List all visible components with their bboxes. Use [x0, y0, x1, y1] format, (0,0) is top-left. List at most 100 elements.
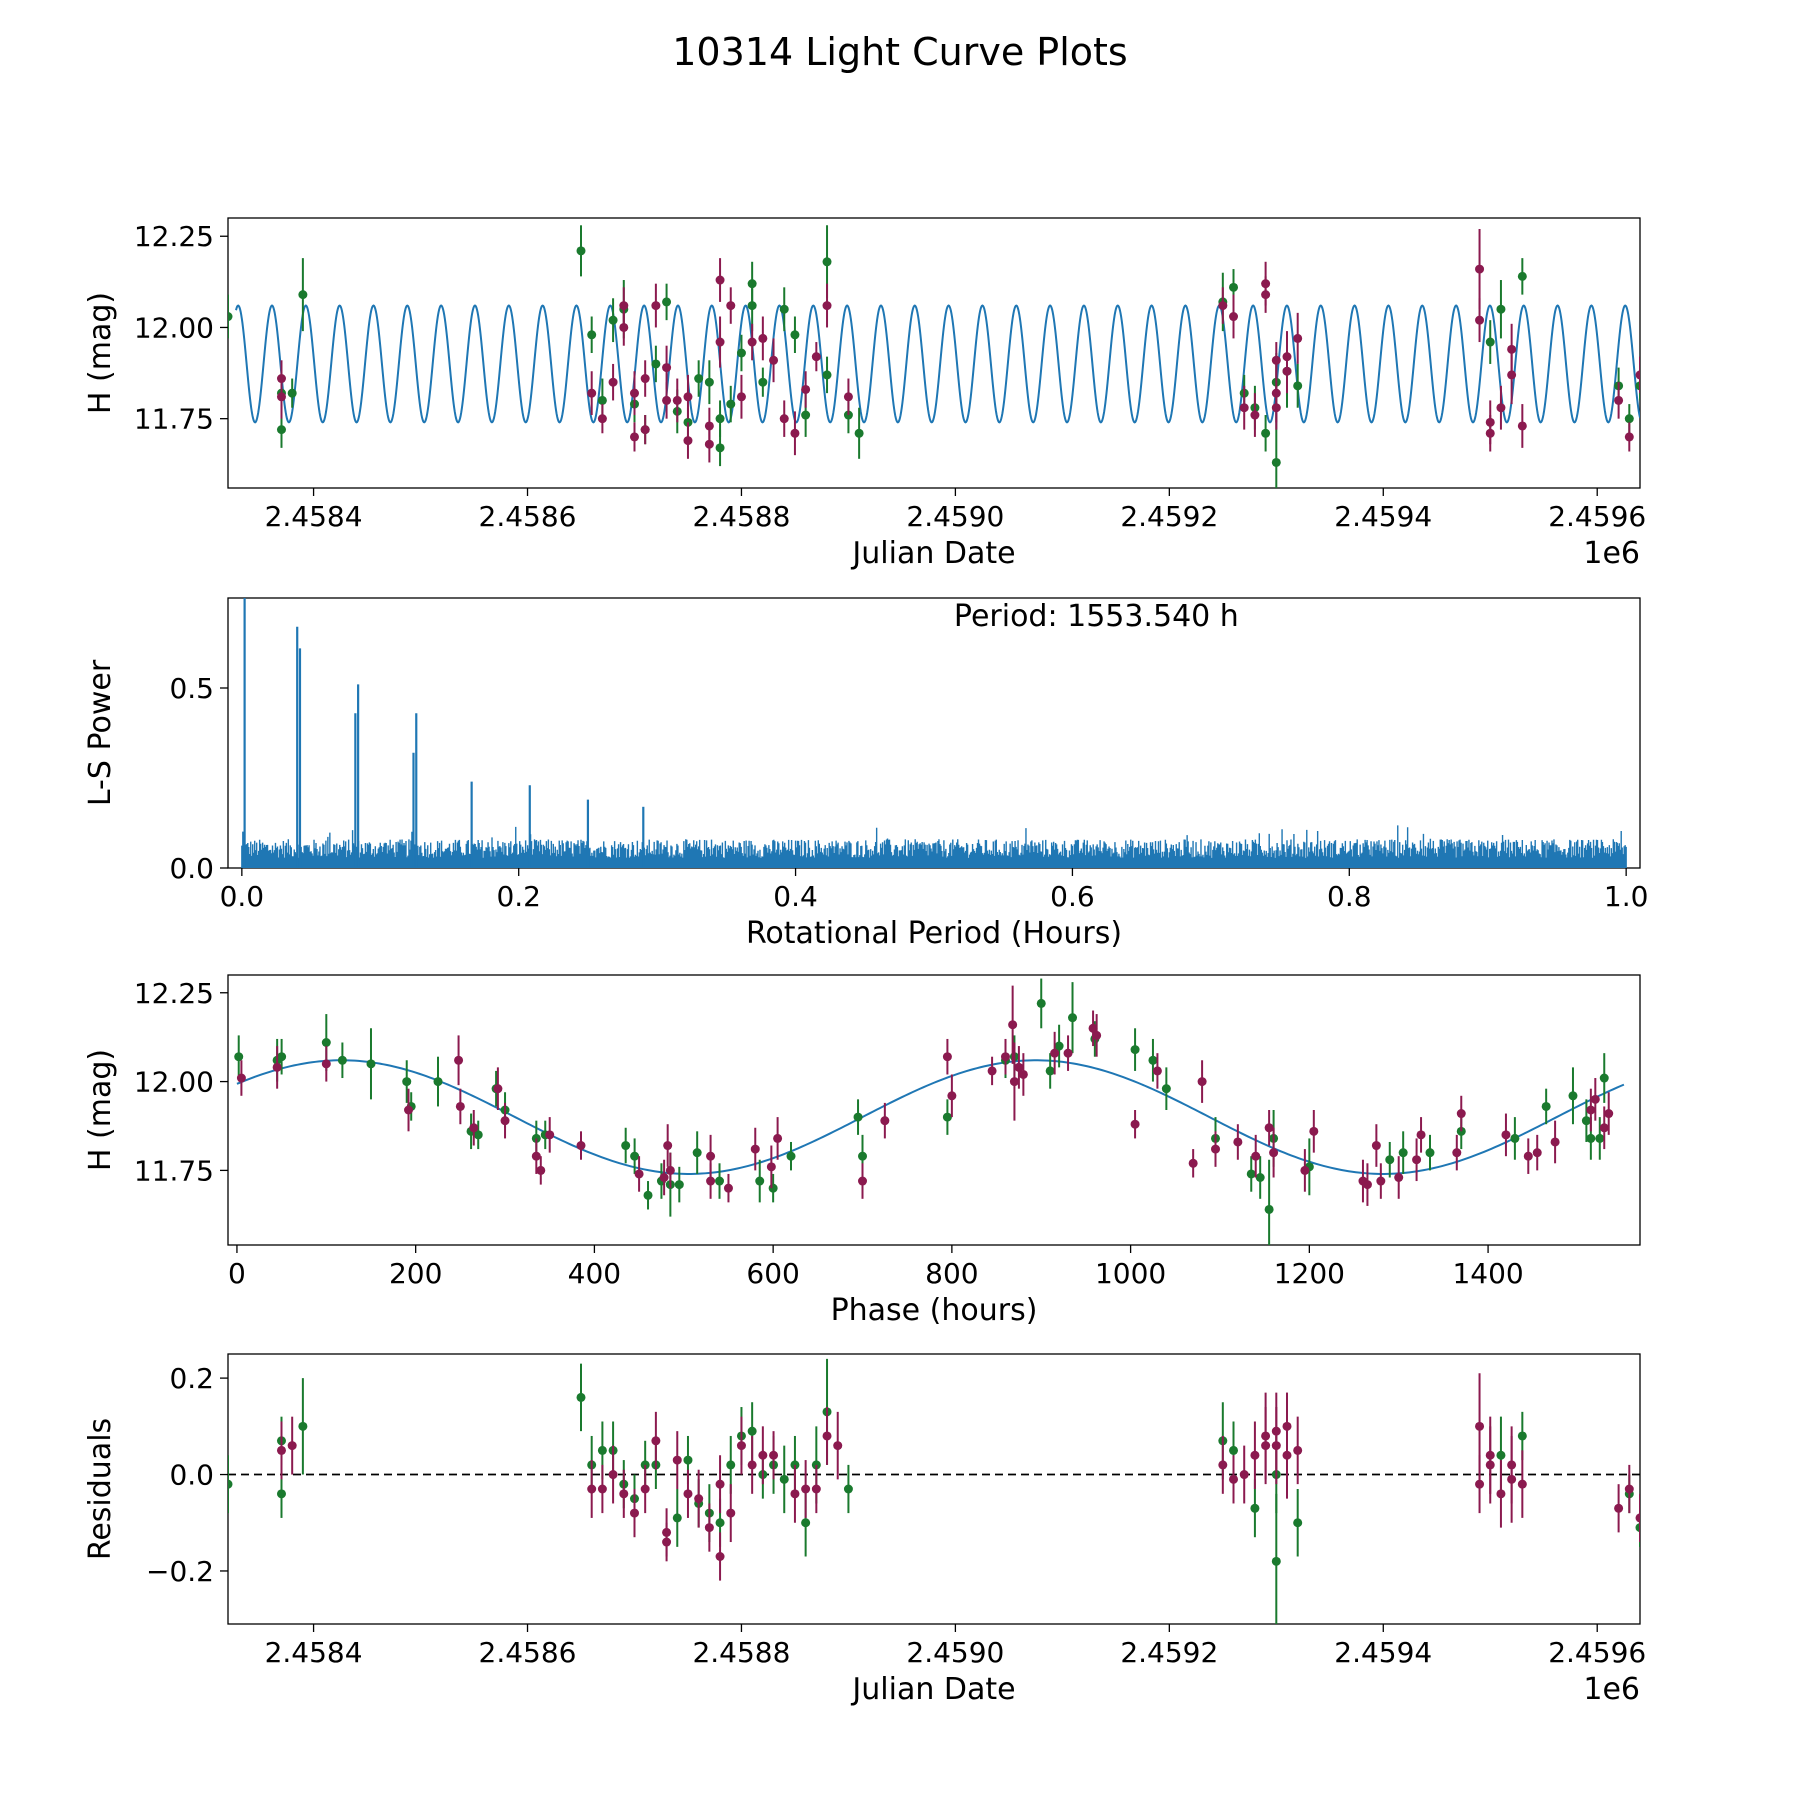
data-point-green — [1586, 1133, 1596, 1143]
data-point-purple — [758, 1450, 768, 1460]
x-offset-label: 1e6 — [1583, 536, 1640, 571]
y-tick-label: 12.00 — [134, 1066, 214, 1099]
data-point-green — [779, 1474, 789, 1484]
data-point-purple — [1271, 388, 1281, 398]
x-tick-label: 0.2 — [496, 880, 541, 913]
data-point-purple — [1604, 1109, 1614, 1119]
y-tick-label: 11.75 — [134, 1154, 214, 1187]
data-point-purple — [651, 301, 661, 311]
data-point-green — [1541, 1101, 1551, 1111]
data-point-green — [277, 1052, 287, 1062]
data-point-purple — [629, 1508, 639, 1518]
data-point-green — [576, 1392, 586, 1402]
data-point-green — [683, 1455, 693, 1465]
data-point-purple — [1282, 352, 1292, 362]
data-point-purple — [1456, 1109, 1466, 1119]
data-point-purple — [1485, 1460, 1495, 1470]
data-point-purple — [629, 388, 639, 398]
y-axis-label: H (mag) — [83, 1049, 118, 1171]
data-point-purple — [822, 301, 832, 311]
data-point-purple — [321, 1059, 331, 1069]
data-point-green — [662, 297, 672, 307]
data-point-green — [1229, 282, 1239, 292]
x-tick-label: 800 — [925, 1257, 978, 1290]
data-point-purple — [1239, 1470, 1249, 1480]
data-point-purple — [634, 1169, 644, 1179]
data-point-green — [1485, 337, 1495, 347]
data-point-purple — [1523, 1151, 1533, 1161]
x-axis-label: Julian Date — [850, 536, 1015, 571]
data-point-purple — [779, 414, 789, 424]
data-point-green — [755, 1176, 765, 1186]
data-point-purple — [640, 1484, 650, 1494]
data-point-purple — [1261, 290, 1271, 300]
data-point-green — [1054, 1041, 1064, 1051]
data-point-purple — [1250, 1450, 1260, 1460]
data-point-green — [786, 1151, 796, 1161]
data-point-green — [1229, 1445, 1239, 1455]
data-point-purple — [608, 377, 618, 387]
data-point-green — [736, 348, 746, 358]
data-point-purple — [1009, 1077, 1019, 1087]
data-point-green — [843, 1484, 853, 1494]
y-tick-label: 12.25 — [134, 220, 214, 253]
data-point-purple — [469, 1123, 479, 1133]
data-point-purple — [766, 1162, 776, 1172]
data-point-purple — [662, 1537, 672, 1547]
data-point-purple — [663, 1141, 673, 1151]
data-point-green — [473, 1130, 483, 1140]
data-point-purple — [706, 1151, 716, 1161]
data-point-purple — [694, 1494, 704, 1504]
data-point-green — [1293, 381, 1303, 391]
data-point-purple — [822, 1431, 832, 1441]
data-point-purple — [833, 1441, 843, 1451]
y-axis-label: L-S Power — [83, 659, 118, 806]
data-point-purple — [454, 1055, 464, 1065]
data-point-purple — [801, 384, 811, 394]
plot-area-residuals — [228, 1358, 1640, 1624]
data-point-green — [587, 330, 597, 340]
data-point-purple — [1590, 1094, 1600, 1104]
data-point-green — [747, 301, 757, 311]
x-tick-label: 1400 — [1452, 1257, 1523, 1290]
data-point-purple — [1014, 1062, 1024, 1072]
data-point-purple — [715, 275, 725, 285]
data-point-purple — [1635, 370, 1640, 380]
data-point-green — [433, 1077, 443, 1087]
data-point-purple — [287, 1441, 297, 1451]
x-tick-label: 2.4596 — [1548, 1636, 1646, 1669]
data-point-green — [768, 1183, 778, 1193]
x-tick-label: 2.4586 — [479, 1636, 577, 1669]
data-point-purple — [1282, 1450, 1292, 1460]
data-point-purple — [1416, 1130, 1426, 1140]
x-tick-label: 2.4592 — [1120, 500, 1218, 533]
data-point-green — [726, 399, 736, 409]
data-point-purple — [726, 301, 736, 311]
plot-area-periodogram — [241, 598, 1627, 868]
data-point-green — [1398, 1148, 1408, 1158]
data-point-purple — [811, 352, 821, 362]
data-point-purple — [726, 1508, 736, 1518]
x-tick-label: 2.4584 — [265, 1636, 363, 1669]
data-point-purple — [858, 1176, 868, 1186]
data-point-green — [801, 1518, 811, 1528]
data-point-purple — [1251, 1151, 1261, 1161]
y-tick-label: 0.5 — [169, 672, 214, 705]
data-point-green — [1255, 1173, 1265, 1182]
data-point-purple — [1376, 1176, 1386, 1186]
data-point-purple — [662, 395, 672, 405]
data-point-purple — [706, 1176, 716, 1186]
data-point-purple — [723, 1183, 733, 1193]
x-tick-label: 2.4594 — [1334, 500, 1432, 533]
data-point-purple — [1507, 1460, 1517, 1470]
data-point-green — [228, 312, 233, 322]
data-point-green — [715, 414, 725, 424]
data-point-purple — [747, 1460, 757, 1470]
data-point-green — [1635, 1523, 1640, 1533]
x-tick-label: 0.8 — [1327, 880, 1372, 913]
data-point-purple — [1309, 1126, 1319, 1136]
data-point-purple — [758, 333, 768, 343]
data-point-green — [1068, 1013, 1078, 1023]
data-point-purple — [665, 1165, 675, 1175]
